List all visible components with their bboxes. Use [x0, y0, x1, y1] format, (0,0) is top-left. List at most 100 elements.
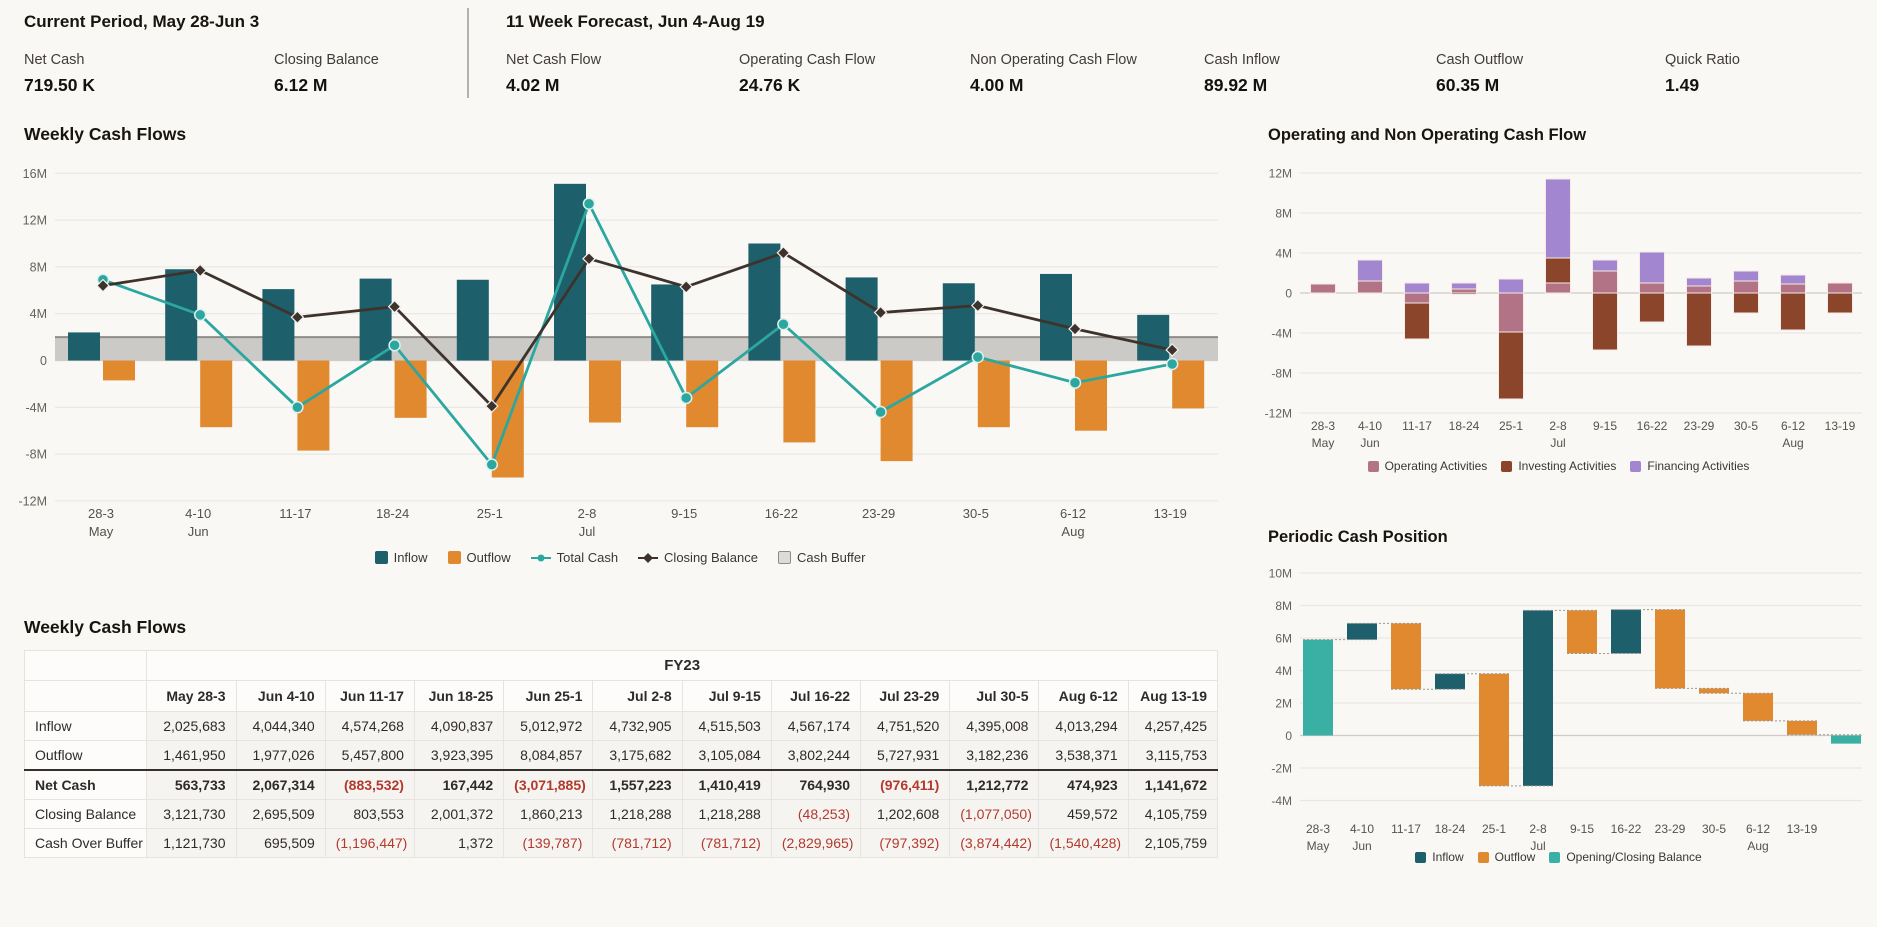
operating-segment[interactable]	[1827, 282, 1853, 294]
outflow-bar[interactable]	[394, 360, 427, 418]
table-cell[interactable]: 167,442	[413, 769, 505, 800]
table-cell[interactable]: 5,727,931	[860, 740, 951, 771]
inflow-bar[interactable]	[651, 284, 684, 361]
operating-segment[interactable]	[1310, 283, 1336, 294]
legend-item[interactable]: Outflow	[447, 550, 511, 565]
investing-segment[interactable]	[1592, 292, 1618, 351]
outflow-bar[interactable]	[103, 360, 135, 381]
table-cell[interactable]: 459,572	[1038, 799, 1129, 829]
outflow-step-bar[interactable]	[1567, 610, 1597, 654]
table-cell[interactable]: (883,532)	[324, 769, 415, 800]
table-cell[interactable]: 1,212,772	[949, 769, 1040, 800]
financing-segment[interactable]	[1451, 282, 1477, 290]
closing-balance-point[interactable]	[873, 305, 888, 320]
closing-balance-point[interactable]	[679, 279, 694, 294]
table-col-header[interactable]: Jul 2-8	[592, 680, 683, 712]
table-cell[interactable]: 3,121,730	[146, 799, 237, 829]
outflow-bar[interactable]	[1075, 360, 1107, 431]
table-cell[interactable]: 4,013,294	[1038, 711, 1129, 741]
table-cell[interactable]: 1,860,213	[503, 799, 594, 829]
table-cell[interactable]: 2,105,759	[1127, 828, 1219, 858]
closing-balance-point[interactable]	[970, 298, 985, 313]
inflow-bar[interactable]	[359, 278, 392, 361]
inflow-bar[interactable]	[456, 279, 489, 361]
table-cell[interactable]: 5,012,972	[503, 711, 594, 741]
table-cell[interactable]: 474,923	[1038, 769, 1129, 800]
inflow-step-bar[interactable]	[1523, 610, 1553, 786]
table-cell[interactable]: (3,071,885)	[503, 769, 594, 800]
table-cell[interactable]: (3,874,442)	[949, 828, 1040, 858]
outflow-bar[interactable]	[1172, 360, 1205, 409]
table-cell[interactable]: 4,257,425	[1127, 711, 1219, 741]
inflow-bar[interactable]	[1040, 273, 1072, 361]
table-cell[interactable]: 3,115,753	[1127, 740, 1219, 771]
table-cell[interactable]: 1,218,288	[681, 799, 772, 829]
table-cell[interactable]: 4,732,905	[592, 711, 683, 741]
legend-item[interactable]: Cash Buffer	[778, 550, 865, 565]
outflow-bar[interactable]	[977, 360, 1010, 428]
closing-balance-point[interactable]	[387, 299, 402, 314]
total-cash-point[interactable]	[971, 350, 985, 364]
legend-item[interactable]: Financing Activities	[1630, 459, 1749, 473]
financing-segment[interactable]	[1733, 270, 1759, 282]
table-cell[interactable]: 3,802,244	[770, 740, 862, 771]
table-cell[interactable]: (1,196,447)	[324, 828, 415, 858]
closing-balance-point[interactable]	[193, 263, 208, 278]
operating-segment[interactable]	[1404, 292, 1430, 304]
inflow-bar[interactable]	[68, 332, 100, 361]
table-cell[interactable]: (48,253)	[770, 799, 862, 829]
closing-balance-point[interactable]	[96, 278, 110, 293]
inflow-bar[interactable]	[1137, 314, 1170, 361]
investing-segment[interactable]	[1404, 302, 1430, 340]
table-cell[interactable]: 1,372	[413, 828, 505, 858]
total-cash-point[interactable]	[582, 197, 596, 210]
operating-segment[interactable]	[1451, 288, 1477, 294]
table-cell[interactable]: (781,712)	[592, 828, 683, 858]
balance-step-bar[interactable]	[1303, 639, 1333, 736]
operating-segment[interactable]	[1780, 283, 1806, 294]
total-cash-point[interactable]	[388, 339, 401, 352]
total-cash-point[interactable]	[1068, 376, 1082, 389]
legend-item[interactable]: Total Cash	[530, 550, 618, 565]
closing-balance-point[interactable]	[290, 310, 305, 325]
table-cell[interactable]: 4,044,340	[235, 711, 326, 741]
table-cell[interactable]: 1,202,608	[860, 799, 951, 829]
table-cell[interactable]: 1,977,026	[235, 740, 326, 771]
financing-segment[interactable]	[1639, 251, 1665, 284]
outflow-step-bar[interactable]	[1699, 688, 1729, 694]
table-col-header[interactable]: Jun 25-1	[503, 680, 594, 712]
table-cell[interactable]: 1,121,730	[146, 828, 237, 858]
table-cell[interactable]: 4,574,268	[324, 711, 415, 741]
financing-segment[interactable]	[1357, 259, 1383, 282]
investing-segment[interactable]	[1780, 292, 1806, 331]
total-cash-point[interactable]	[874, 405, 887, 419]
inflow-step-bar[interactable]	[1435, 673, 1465, 690]
outflow-step-bar[interactable]	[1743, 693, 1773, 721]
inflow-bar[interactable]	[165, 269, 198, 361]
total-cash-point[interactable]	[679, 391, 693, 405]
outflow-step-bar[interactable]	[1391, 623, 1421, 690]
outflow-step-bar[interactable]	[1787, 720, 1817, 735]
table-cell[interactable]: (139,787)	[503, 828, 594, 858]
table-cell[interactable]: 8,084,857	[503, 740, 594, 771]
table-cell[interactable]: 764,930	[770, 769, 862, 800]
operating-segment[interactable]	[1545, 282, 1571, 294]
table-cell[interactable]: 1,410,419	[681, 769, 772, 800]
table-cell[interactable]: 5,457,800	[324, 740, 415, 771]
table-cell[interactable]: 2,001,372	[413, 799, 505, 829]
outflow-step-bar[interactable]	[1479, 673, 1509, 786]
table-col-header[interactable]: Jul 9-15	[681, 680, 772, 712]
table-cell[interactable]: 1,461,950	[146, 740, 237, 771]
table-cell[interactable]: (1,077,050)	[949, 799, 1040, 829]
legend-item[interactable]: Closing Balance	[638, 550, 758, 565]
table-col-header[interactable]: Jun 4-10	[235, 680, 326, 712]
outflow-bar[interactable]	[589, 360, 621, 423]
table-col-header[interactable]: Jul 30-5	[949, 680, 1040, 712]
operating-non-operating-chart[interactable]: 12M 8M 4M 0 -4M -8M -12M 28-3 May 4-10 Jun 11-17 18-…	[1240, 140, 1877, 460]
table-cell[interactable]: 4,395,008	[949, 711, 1040, 741]
operating-segment[interactable]	[1357, 280, 1383, 294]
operating-segment[interactable]	[1639, 282, 1665, 294]
investing-segment[interactable]	[1545, 257, 1571, 284]
financing-segment[interactable]	[1545, 178, 1571, 259]
table-col-header[interactable]: Jul 16-22	[770, 680, 862, 712]
